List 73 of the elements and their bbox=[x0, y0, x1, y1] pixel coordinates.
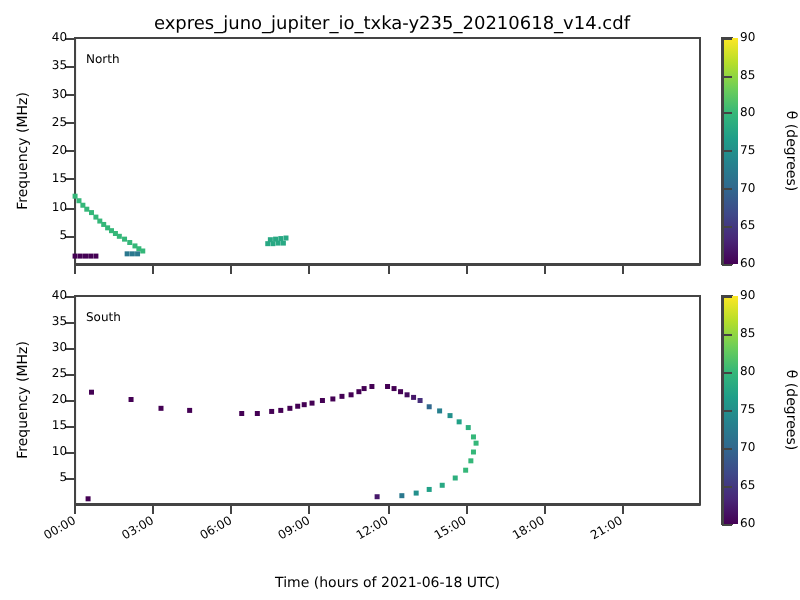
point bbox=[465, 425, 471, 431]
point bbox=[254, 411, 260, 417]
point bbox=[385, 383, 391, 389]
point bbox=[295, 403, 301, 409]
point bbox=[265, 241, 271, 247]
point bbox=[374, 494, 380, 500]
point bbox=[128, 396, 134, 402]
point bbox=[127, 240, 133, 246]
point bbox=[391, 386, 397, 392]
point bbox=[76, 198, 82, 204]
point bbox=[470, 449, 476, 455]
point bbox=[411, 394, 417, 400]
point bbox=[369, 383, 375, 389]
point bbox=[356, 389, 362, 395]
point bbox=[84, 206, 90, 212]
point bbox=[280, 240, 286, 246]
point bbox=[361, 386, 367, 392]
point bbox=[129, 251, 135, 257]
point bbox=[72, 253, 78, 259]
point bbox=[473, 440, 479, 446]
point bbox=[105, 225, 111, 231]
point bbox=[468, 458, 474, 464]
point bbox=[404, 392, 410, 398]
point bbox=[470, 434, 476, 440]
chart-title: expres_juno_jupiter_io_txka-y235_20210618_v14.cdf bbox=[153, 15, 632, 35]
point bbox=[319, 398, 325, 404]
point bbox=[88, 389, 94, 395]
point bbox=[309, 400, 315, 406]
point bbox=[135, 251, 141, 257]
point bbox=[158, 405, 164, 411]
point bbox=[93, 253, 99, 259]
point bbox=[273, 236, 279, 242]
point bbox=[93, 214, 99, 220]
point bbox=[283, 235, 289, 241]
point bbox=[88, 210, 94, 216]
point bbox=[399, 493, 405, 499]
point bbox=[82, 253, 88, 259]
point bbox=[136, 246, 142, 252]
point bbox=[452, 475, 458, 481]
point bbox=[109, 228, 115, 234]
point bbox=[413, 490, 419, 496]
point bbox=[116, 233, 122, 239]
point bbox=[287, 405, 293, 411]
point bbox=[124, 251, 130, 257]
point bbox=[330, 396, 336, 402]
point bbox=[439, 482, 445, 488]
point bbox=[417, 398, 423, 404]
point bbox=[426, 486, 432, 492]
point bbox=[132, 243, 138, 249]
point bbox=[426, 404, 432, 410]
point bbox=[339, 393, 345, 399]
point bbox=[77, 253, 83, 259]
point bbox=[463, 467, 469, 473]
point bbox=[122, 236, 128, 242]
point bbox=[275, 240, 281, 246]
point bbox=[398, 389, 404, 395]
point bbox=[456, 419, 462, 425]
point bbox=[301, 402, 307, 408]
point bbox=[85, 496, 91, 502]
point bbox=[278, 407, 284, 413]
point bbox=[101, 221, 107, 227]
point bbox=[278, 236, 284, 242]
point bbox=[88, 253, 94, 259]
point bbox=[97, 218, 103, 224]
point bbox=[437, 408, 443, 414]
point bbox=[348, 392, 354, 398]
point bbox=[80, 202, 86, 208]
point bbox=[239, 411, 245, 417]
point bbox=[447, 413, 453, 419]
point bbox=[187, 407, 193, 413]
point bbox=[72, 193, 78, 199]
point bbox=[140, 248, 146, 254]
point bbox=[269, 408, 275, 414]
